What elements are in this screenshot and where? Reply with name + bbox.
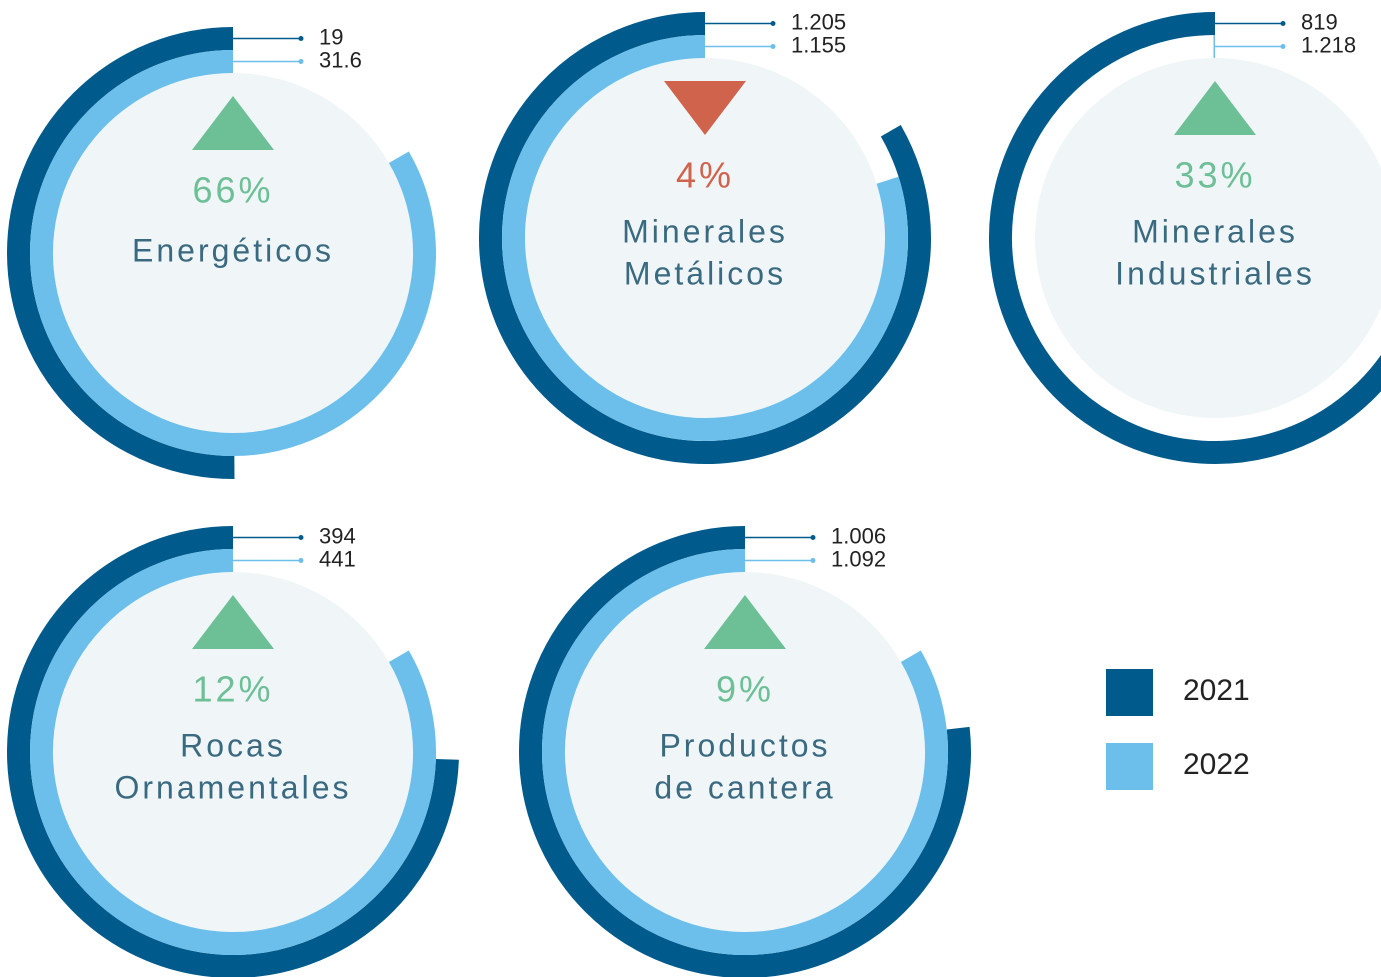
value-label: 1.092 — [831, 546, 886, 571]
chart-title: Industriales — [1115, 255, 1315, 291]
background-disk — [525, 58, 885, 418]
chart-title: Productos — [659, 727, 830, 763]
leader-dot — [770, 21, 776, 26]
leader-dot — [770, 44, 776, 49]
background-disk — [53, 73, 413, 433]
leader-dot — [298, 535, 304, 540]
chart-title: de cantera — [654, 769, 835, 805]
radial-bar — [30, 50, 436, 456]
value-label: 31.6 — [319, 47, 362, 72]
leader-dot — [298, 36, 304, 41]
value-label: 819 — [1301, 9, 1338, 34]
leader-dot — [810, 535, 816, 540]
chart-title: Energéticos — [132, 232, 334, 268]
radial-bar — [502, 35, 908, 441]
trend-arrow — [1174, 81, 1256, 135]
change-label: 12% — [192, 669, 273, 710]
value-label: 1.155 — [791, 32, 846, 57]
value-label: 1.218 — [1301, 32, 1356, 57]
background-disk — [565, 572, 925, 932]
leader-dot — [1280, 44, 1286, 49]
trend-arrow — [664, 81, 746, 135]
background-disk — [53, 572, 413, 932]
value-label: 1.205 — [791, 9, 846, 34]
legend-swatch — [1106, 669, 1153, 716]
radial-bar — [479, 12, 931, 464]
trend-arrow — [192, 96, 274, 150]
radial-bar — [542, 549, 948, 955]
leader-dot — [298, 59, 304, 64]
change-label: 66% — [192, 170, 273, 211]
legend-label: 2021 — [1183, 674, 1250, 707]
leader-dot — [810, 558, 816, 563]
legend-label: 2022 — [1183, 748, 1250, 781]
value-label: 1.006 — [831, 523, 886, 548]
chart-title: Ornamentales — [115, 769, 352, 805]
legend-swatch — [1106, 743, 1153, 790]
chart-title: Minerales — [1132, 213, 1298, 249]
radial-bar — [30, 549, 436, 955]
change-label: 33% — [1174, 155, 1255, 196]
trend-arrow — [704, 595, 786, 649]
radial-bar — [519, 526, 971, 977]
radial-bar — [7, 526, 459, 977]
radial-bar — [6, 27, 235, 479]
chart-title: Rocas — [180, 727, 286, 763]
value-label: 441 — [319, 546, 356, 571]
background-disk — [1035, 58, 1381, 418]
radial-bar — [989, 12, 1381, 464]
value-label: 19 — [319, 24, 343, 49]
change-label: 9% — [716, 669, 774, 710]
chart-title: Minerales — [622, 213, 788, 249]
value-label: 394 — [319, 523, 356, 548]
trend-arrow — [192, 595, 274, 649]
chart-title: Metálicos — [624, 255, 786, 291]
change-label: 4% — [676, 155, 734, 196]
leader-dot — [298, 558, 304, 563]
leader-dot — [1280, 21, 1286, 26]
